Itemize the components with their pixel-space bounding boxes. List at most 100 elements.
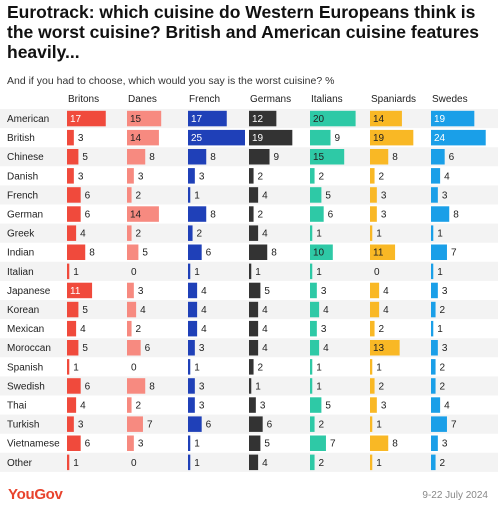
data-label: 17 (191, 114, 203, 125)
data-label: 3 (260, 401, 266, 412)
bar (310, 397, 322, 413)
data-label: 3 (381, 401, 387, 412)
data-label: 4 (262, 458, 268, 469)
bar (370, 359, 373, 375)
data-label: 6 (145, 343, 151, 354)
data-label: 3 (78, 171, 84, 182)
bar (431, 320, 434, 337)
bar (370, 397, 377, 413)
bar (310, 168, 315, 184)
bar (249, 397, 256, 413)
data-label: 3 (199, 401, 205, 412)
bar (249, 225, 259, 241)
category-label: British (7, 133, 35, 144)
bar (127, 301, 137, 318)
data-label: 6 (85, 210, 91, 221)
category-label: Danish (7, 171, 38, 182)
data-label: 4 (444, 401, 450, 412)
bar (188, 110, 227, 127)
bar (67, 301, 79, 318)
bar (431, 397, 441, 413)
bar (188, 416, 202, 432)
bar (67, 282, 93, 299)
data-label: 2 (197, 229, 203, 240)
bar (431, 378, 436, 394)
bar (310, 320, 317, 337)
data-label: 5 (82, 152, 88, 163)
data-label: 1 (73, 267, 79, 278)
data-label: 1 (194, 439, 200, 450)
bar (431, 110, 475, 127)
data-label: 3 (138, 439, 144, 450)
data-label: 14 (130, 133, 142, 144)
bar (127, 435, 134, 451)
data-label: 6 (449, 152, 455, 163)
data-label: 1 (437, 324, 443, 335)
series-header: Italians (311, 94, 343, 105)
bar (127, 110, 162, 127)
data-label: 25 (191, 133, 203, 144)
data-label: 3 (199, 343, 205, 354)
data-label: 24 (434, 133, 446, 144)
series-header: Germans (250, 94, 291, 105)
data-label: 6 (328, 210, 334, 221)
bar (67, 129, 74, 146)
data-label: 0 (131, 458, 137, 469)
bar (431, 359, 436, 375)
bar (188, 244, 202, 260)
data-label: 1 (73, 362, 79, 373)
series-header: Britons (68, 94, 99, 105)
bar (310, 416, 315, 432)
data-label: 5 (142, 248, 148, 259)
data-label: 4 (262, 190, 268, 201)
bar (431, 282, 438, 299)
bar (370, 187, 377, 203)
data-label: 4 (262, 324, 268, 335)
bar (67, 110, 106, 127)
data-label: 3 (199, 381, 205, 392)
bar (249, 320, 259, 337)
data-label: 1 (437, 267, 443, 278)
data-label: 0 (131, 267, 137, 278)
data-label: 1 (73, 458, 79, 469)
data-label: 2 (136, 229, 142, 240)
bar (431, 206, 450, 222)
data-label: 5 (264, 286, 270, 297)
data-label: 5 (82, 343, 88, 354)
bar (249, 378, 252, 394)
data-label: 3 (199, 171, 205, 182)
data-label: 3 (138, 286, 144, 297)
bar (127, 129, 159, 146)
data-label: 14 (130, 210, 142, 221)
data-label: 5 (82, 305, 88, 316)
series-header: Spaniards (371, 94, 416, 105)
bar (127, 397, 132, 413)
bar (127, 282, 134, 299)
bar (67, 244, 86, 260)
data-label: 2 (379, 381, 385, 392)
bar (127, 149, 146, 165)
data-label: 6 (267, 420, 273, 431)
bar (188, 225, 193, 241)
data-label: 6 (206, 248, 212, 259)
bar (310, 301, 320, 318)
bar (188, 340, 195, 356)
bar (188, 282, 198, 299)
data-label: 9 (274, 152, 280, 163)
bar (310, 129, 331, 146)
bar (249, 263, 252, 280)
bar (249, 416, 263, 432)
data-label: 2 (440, 381, 446, 392)
bar (370, 149, 389, 165)
bar (370, 454, 373, 471)
bar (188, 359, 191, 375)
chart-subtitle: And if you had to choose, which would yo… (7, 75, 335, 87)
category-label: Swedish (7, 381, 45, 392)
data-label: 2 (319, 171, 325, 182)
data-label: 7 (147, 420, 153, 431)
bar (249, 187, 259, 203)
bar (310, 359, 313, 375)
data-label: 1 (376, 458, 382, 469)
data-label: 3 (381, 190, 387, 201)
bar (249, 149, 270, 165)
